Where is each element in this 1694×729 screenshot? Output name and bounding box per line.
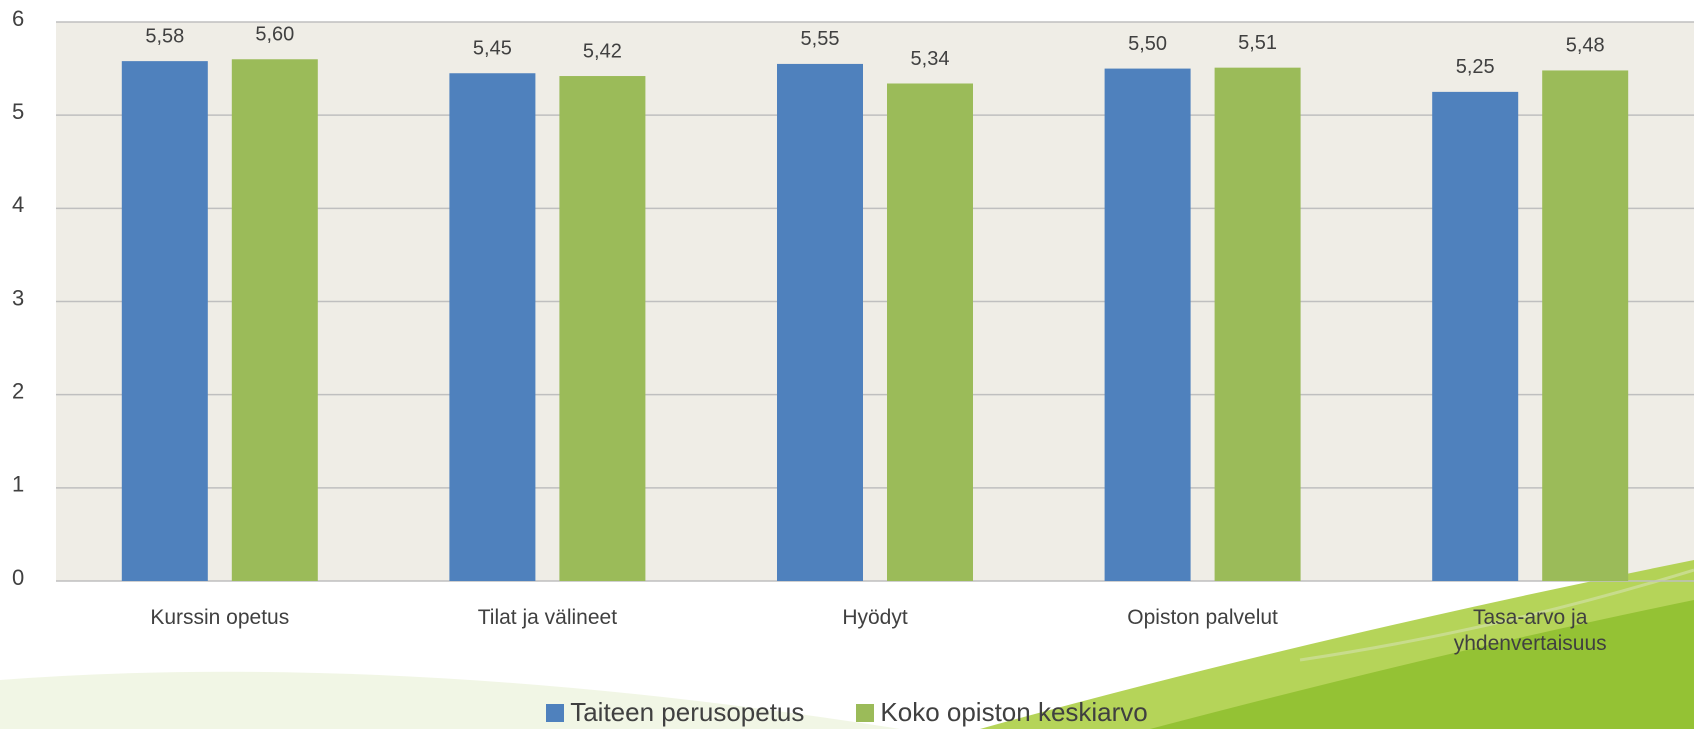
data-label: 5,60 bbox=[255, 24, 294, 46]
x-tick-label: Tilat ja välineet bbox=[477, 606, 618, 629]
legend-label: Koko opiston keskiarvo bbox=[880, 697, 1148, 727]
data-label: 5,34 bbox=[911, 48, 950, 70]
data-label: 5,45 bbox=[473, 38, 512, 60]
x-tick-label: Opiston palvelut bbox=[1127, 606, 1278, 629]
bar bbox=[1432, 91, 1519, 581]
bar bbox=[1542, 70, 1629, 582]
bar bbox=[887, 83, 973, 582]
data-label: 5,50 bbox=[1128, 33, 1167, 55]
bar bbox=[121, 61, 208, 581]
data-label: 5,48 bbox=[1566, 35, 1605, 57]
y-tick-label: 5 bbox=[12, 99, 24, 124]
legend-label: Taiteen perusopetus bbox=[570, 697, 805, 727]
legend-swatch bbox=[546, 704, 565, 722]
bar bbox=[449, 73, 536, 581]
bar bbox=[1104, 68, 1191, 582]
data-label: 5,25 bbox=[1456, 56, 1495, 78]
legend-item: Taiteen perusopetus bbox=[546, 697, 804, 728]
y-tick-label: 4 bbox=[12, 192, 24, 217]
y-tick-label: 1 bbox=[12, 472, 24, 497]
legend-swatch bbox=[856, 704, 875, 722]
x-tick-label: Kurssin opetus bbox=[150, 606, 290, 629]
y-tick-label: 2 bbox=[12, 378, 24, 403]
x-tick-label: Tasa-arvo ja yhdenvertaisuus bbox=[1453, 606, 1607, 655]
bar bbox=[1214, 67, 1301, 581]
bar bbox=[559, 76, 646, 581]
bar bbox=[231, 59, 318, 582]
data-label: 5,42 bbox=[583, 40, 622, 62]
data-label: 5,55 bbox=[801, 28, 840, 50]
decoration bbox=[1150, 600, 1694, 729]
legend: Taiteen perusopetus Koko opiston keskiarv… bbox=[0, 697, 1694, 728]
x-tick-label: Hyödyt bbox=[842, 606, 908, 629]
legend-item: Koko opiston keskiarvo bbox=[856, 697, 1148, 728]
y-tick-label: 0 bbox=[12, 565, 24, 590]
data-label: 5,58 bbox=[145, 25, 184, 47]
bar bbox=[777, 63, 863, 582]
decoration bbox=[0, 671, 900, 729]
y-tick-label: 6 bbox=[12, 6, 24, 31]
data-label: 5,51 bbox=[1238, 32, 1277, 54]
y-tick-label: 3 bbox=[12, 285, 24, 310]
decoration bbox=[1299, 568, 1694, 662]
